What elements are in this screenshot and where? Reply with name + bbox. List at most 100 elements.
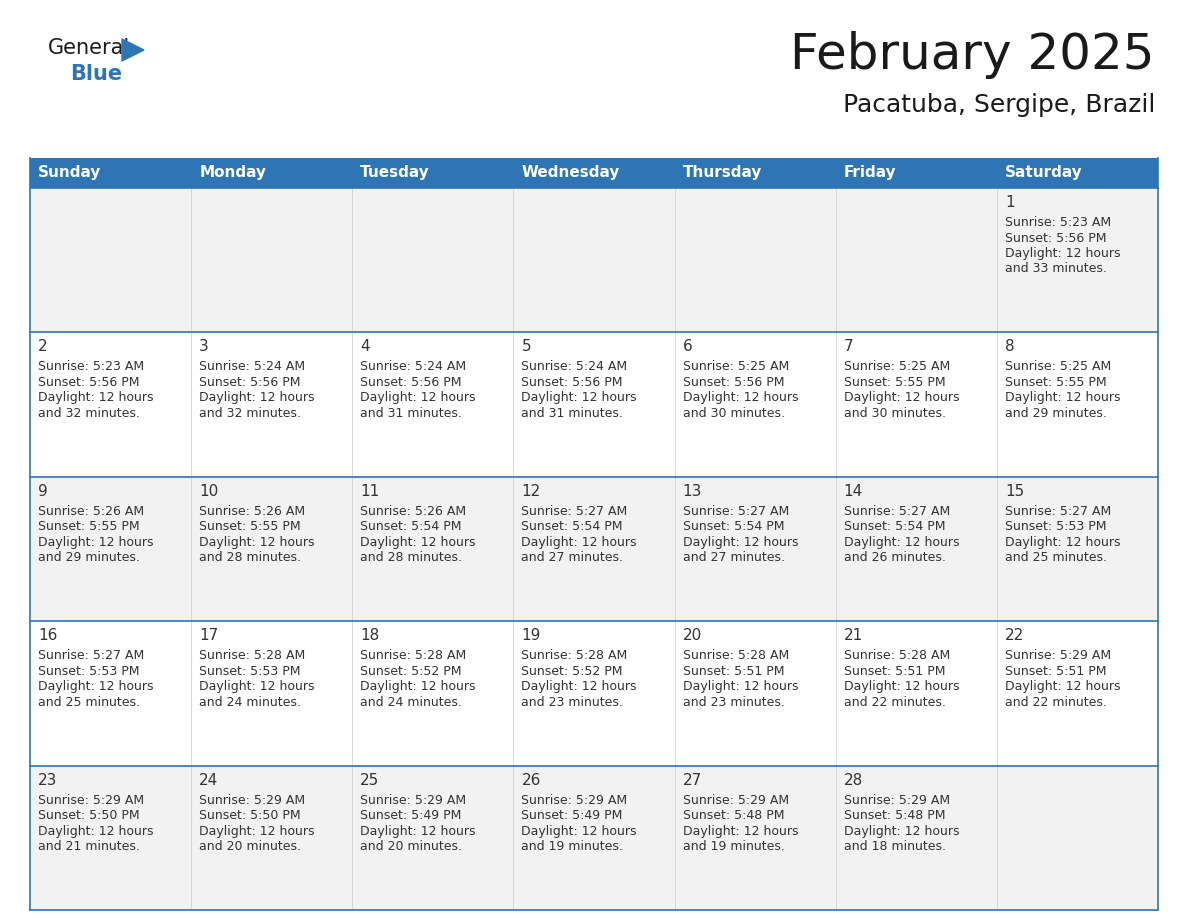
Text: 16: 16 (38, 628, 57, 644)
Text: Sunrise: 5:26 AM: Sunrise: 5:26 AM (360, 505, 467, 518)
Text: Sunset: 5:49 PM: Sunset: 5:49 PM (360, 809, 462, 823)
Text: Tuesday: Tuesday (360, 165, 430, 181)
Bar (835, 158, 997, 188)
Text: Sunset: 5:56 PM: Sunset: 5:56 PM (522, 375, 623, 389)
Text: Sunset: 5:53 PM: Sunset: 5:53 PM (1005, 521, 1106, 533)
Text: and 26 minutes.: and 26 minutes. (843, 552, 946, 565)
Text: 7: 7 (843, 340, 853, 354)
Text: Sunset: 5:50 PM: Sunset: 5:50 PM (38, 809, 140, 823)
Text: Sunset: 5:56 PM: Sunset: 5:56 PM (1005, 231, 1106, 244)
Text: Sunset: 5:55 PM: Sunset: 5:55 PM (1005, 375, 1106, 389)
Text: Sunrise: 5:28 AM: Sunrise: 5:28 AM (683, 649, 789, 662)
Bar (513, 158, 675, 188)
Text: and 30 minutes.: and 30 minutes. (843, 407, 946, 420)
Text: Sunset: 5:52 PM: Sunset: 5:52 PM (522, 665, 623, 677)
Text: Sunset: 5:54 PM: Sunset: 5:54 PM (683, 521, 784, 533)
Text: and 31 minutes.: and 31 minutes. (360, 407, 462, 420)
Text: Daylight: 12 hours: Daylight: 12 hours (360, 680, 475, 693)
Text: Sunset: 5:51 PM: Sunset: 5:51 PM (843, 665, 946, 677)
Text: Daylight: 12 hours: Daylight: 12 hours (522, 536, 637, 549)
Text: Daylight: 12 hours: Daylight: 12 hours (360, 824, 475, 837)
Text: 25: 25 (360, 773, 379, 788)
Text: and 20 minutes.: and 20 minutes. (200, 840, 301, 853)
Text: 24: 24 (200, 773, 219, 788)
Text: Sunrise: 5:23 AM: Sunrise: 5:23 AM (1005, 216, 1111, 229)
Text: 28: 28 (843, 773, 862, 788)
Text: and 30 minutes.: and 30 minutes. (683, 407, 784, 420)
Text: Daylight: 12 hours: Daylight: 12 hours (843, 824, 959, 837)
Text: Sunrise: 5:27 AM: Sunrise: 5:27 AM (1005, 505, 1111, 518)
Text: 27: 27 (683, 773, 702, 788)
Text: and 23 minutes.: and 23 minutes. (522, 696, 624, 709)
Text: Sunrise: 5:25 AM: Sunrise: 5:25 AM (843, 361, 950, 374)
Text: Daylight: 12 hours: Daylight: 12 hours (360, 391, 475, 405)
Text: and 27 minutes.: and 27 minutes. (522, 552, 624, 565)
Text: Sunset: 5:53 PM: Sunset: 5:53 PM (200, 665, 301, 677)
Text: Sunset: 5:53 PM: Sunset: 5:53 PM (38, 665, 139, 677)
Bar (30, 621, 1158, 766)
Text: Sunset: 5:55 PM: Sunset: 5:55 PM (843, 375, 946, 389)
Bar (30, 188, 1158, 332)
Text: and 28 minutes.: and 28 minutes. (200, 552, 301, 565)
Text: Sunset: 5:56 PM: Sunset: 5:56 PM (38, 375, 139, 389)
Text: Sunrise: 5:29 AM: Sunrise: 5:29 AM (522, 793, 627, 807)
Text: 3: 3 (200, 340, 209, 354)
Text: Sunrise: 5:29 AM: Sunrise: 5:29 AM (360, 793, 467, 807)
Bar (675, 158, 835, 188)
Text: and 24 minutes.: and 24 minutes. (200, 696, 301, 709)
Text: Sunrise: 5:28 AM: Sunrise: 5:28 AM (360, 649, 467, 662)
Text: 17: 17 (200, 628, 219, 644)
Text: 15: 15 (1005, 484, 1024, 498)
Text: Sunrise: 5:27 AM: Sunrise: 5:27 AM (683, 505, 789, 518)
Text: Daylight: 12 hours: Daylight: 12 hours (683, 536, 798, 549)
Text: 19: 19 (522, 628, 541, 644)
Text: Sunrise: 5:27 AM: Sunrise: 5:27 AM (522, 505, 627, 518)
Text: Sunrise: 5:24 AM: Sunrise: 5:24 AM (360, 361, 467, 374)
Text: Blue: Blue (70, 64, 122, 84)
Text: Daylight: 12 hours: Daylight: 12 hours (38, 536, 153, 549)
Text: and 23 minutes.: and 23 minutes. (683, 696, 784, 709)
Text: Daylight: 12 hours: Daylight: 12 hours (522, 391, 637, 405)
Text: 6: 6 (683, 340, 693, 354)
Text: and 22 minutes.: and 22 minutes. (843, 696, 946, 709)
Text: and 28 minutes.: and 28 minutes. (360, 552, 462, 565)
Text: 5: 5 (522, 340, 531, 354)
Text: Sunrise: 5:28 AM: Sunrise: 5:28 AM (200, 649, 305, 662)
Text: Daylight: 12 hours: Daylight: 12 hours (683, 680, 798, 693)
Text: General: General (48, 38, 131, 58)
Text: 10: 10 (200, 484, 219, 498)
Bar (30, 158, 191, 188)
Text: Daylight: 12 hours: Daylight: 12 hours (683, 824, 798, 837)
Text: Sunday: Sunday (38, 165, 101, 181)
Text: Sunrise: 5:28 AM: Sunrise: 5:28 AM (522, 649, 627, 662)
Text: Sunrise: 5:25 AM: Sunrise: 5:25 AM (683, 361, 789, 374)
Text: 13: 13 (683, 484, 702, 498)
Text: Sunset: 5:52 PM: Sunset: 5:52 PM (360, 665, 462, 677)
Text: Sunset: 5:54 PM: Sunset: 5:54 PM (360, 521, 462, 533)
Text: Sunrise: 5:25 AM: Sunrise: 5:25 AM (1005, 361, 1111, 374)
Text: and 24 minutes.: and 24 minutes. (360, 696, 462, 709)
Text: Daylight: 12 hours: Daylight: 12 hours (360, 536, 475, 549)
Text: Sunrise: 5:29 AM: Sunrise: 5:29 AM (38, 793, 144, 807)
Text: Sunrise: 5:26 AM: Sunrise: 5:26 AM (38, 505, 144, 518)
Text: Sunrise: 5:27 AM: Sunrise: 5:27 AM (38, 649, 144, 662)
Text: 8: 8 (1005, 340, 1015, 354)
Text: Daylight: 12 hours: Daylight: 12 hours (683, 391, 798, 405)
Text: Sunset: 5:56 PM: Sunset: 5:56 PM (200, 375, 301, 389)
Text: Sunset: 5:54 PM: Sunset: 5:54 PM (522, 521, 623, 533)
Text: and 25 minutes.: and 25 minutes. (1005, 552, 1107, 565)
Text: 1: 1 (1005, 195, 1015, 210)
Text: Monday: Monday (200, 165, 266, 181)
Text: Sunset: 5:55 PM: Sunset: 5:55 PM (38, 521, 140, 533)
Text: 2: 2 (38, 340, 48, 354)
Text: 23: 23 (38, 773, 57, 788)
Text: Daylight: 12 hours: Daylight: 12 hours (1005, 680, 1120, 693)
Text: and 19 minutes.: and 19 minutes. (683, 840, 784, 853)
Text: 21: 21 (843, 628, 862, 644)
Text: and 31 minutes.: and 31 minutes. (522, 407, 624, 420)
Text: Sunrise: 5:24 AM: Sunrise: 5:24 AM (522, 361, 627, 374)
Text: and 29 minutes.: and 29 minutes. (1005, 407, 1107, 420)
Bar (30, 476, 1158, 621)
Text: 26: 26 (522, 773, 541, 788)
Text: Thursday: Thursday (683, 165, 762, 181)
